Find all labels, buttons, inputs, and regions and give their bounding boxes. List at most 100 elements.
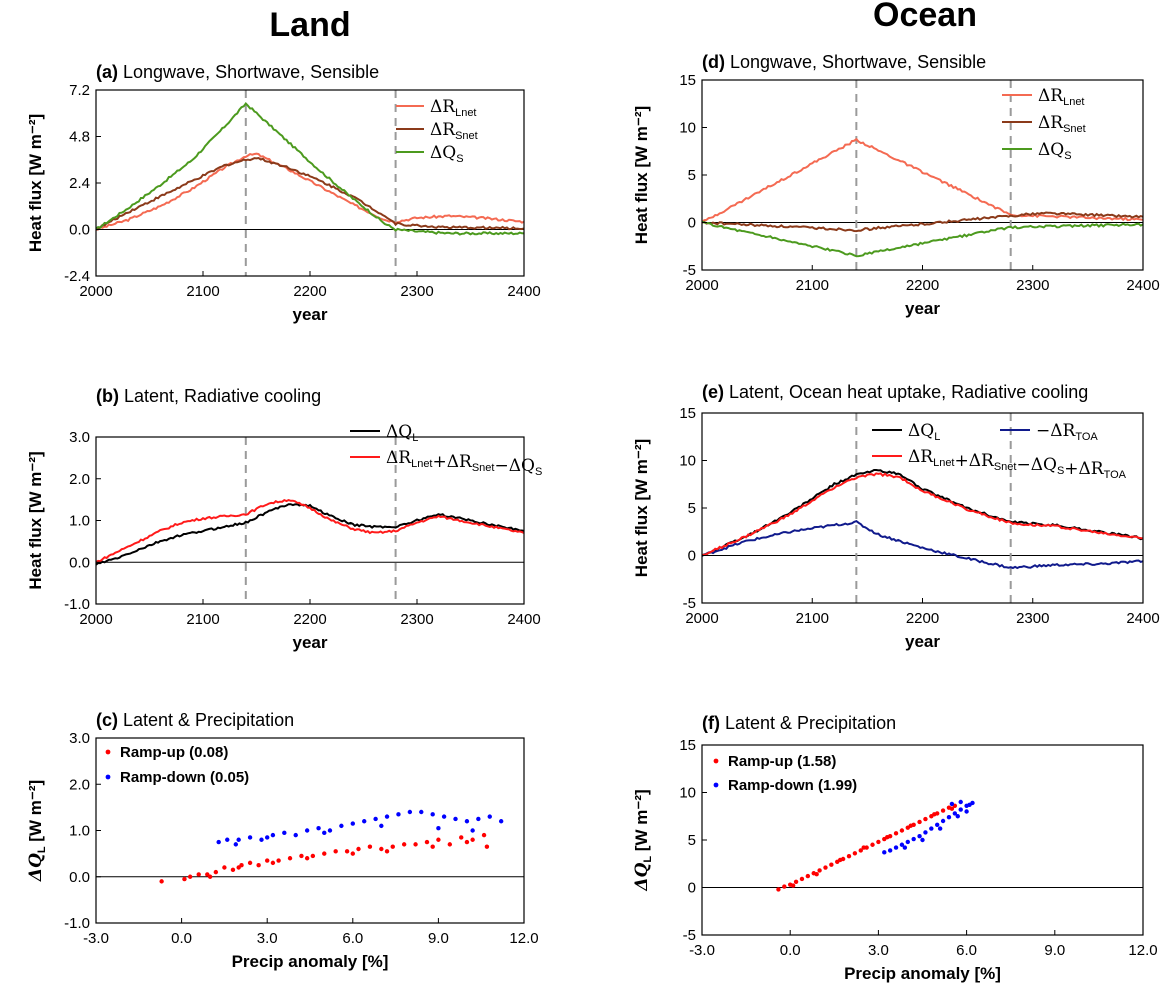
y-tick-label: 10: [679, 785, 696, 802]
panel-d: (d) Longwave, Shortwave, Sensible 2000 210…: [632, 52, 1160, 318]
series-line-b-1: [95, 498, 525, 563]
scatter-point-c-0-10: [256, 862, 261, 868]
x-tick-label: 2100: [186, 283, 219, 300]
y-tick-label: 2.0: [69, 776, 90, 793]
scatter-point-f-0-24: [917, 819, 922, 825]
scatter-point-c-0-23: [401, 842, 407, 847]
scatter-point-c-1-1: [225, 837, 230, 842]
scatter-point-f-1-2: [893, 845, 899, 850]
scatter-point-f-0-14: [858, 848, 863, 853]
scatter-point-f-1-19: [920, 837, 925, 843]
scatter-point-f-0-0: [776, 887, 781, 892]
series-line-d-1: [701, 211, 1144, 233]
scatter-point-f-1-0: [882, 850, 887, 855]
scatter-point-f-0-8: [823, 865, 828, 870]
series-line-e-2: [701, 472, 1144, 557]
y-tick-label: 0.0: [69, 869, 90, 886]
scatter-point-f-0-7: [817, 868, 822, 873]
scatter-point-c-1-21: [453, 816, 458, 822]
panel-title-f: (f) Latent & Precipitation: [702, 713, 896, 733]
x-tick-label: 2200: [293, 283, 326, 300]
x-tick-label: 2200: [906, 610, 939, 627]
panel-f: (f) Latent & Precipitation -3.0 0.0 3.0 6.0 9…: [632, 713, 1158, 983]
y-tick-label: 0: [688, 548, 696, 565]
scatter-point-f-1-18: [967, 802, 972, 808]
y-tick-label: 1.0: [69, 513, 90, 530]
y-tick-label: 3.0: [69, 429, 90, 446]
x-tick-label: 3.0: [257, 930, 278, 947]
scatter-point-c-0-14: [299, 853, 304, 859]
plot-frame: [701, 79, 1144, 271]
series-line-a-0: [95, 152, 525, 231]
scatter-point-f-1-12: [952, 811, 958, 816]
scatter-point-c-1-27: [265, 835, 270, 840]
scatter-point-c-1-24: [487, 814, 492, 819]
scatter-point-c-1-22: [464, 819, 470, 824]
x-tick-label: 2400: [1126, 610, 1159, 627]
scatter-point-c-0-15: [310, 853, 316, 859]
scatter-point-f-0-38: [949, 806, 955, 811]
legend-label: ΔQL: [908, 421, 940, 443]
scatter-point-c-1-28: [322, 830, 327, 836]
y-tick-label: 2.0: [69, 471, 90, 488]
x-tick-label: 2200: [293, 611, 326, 628]
scatter-point-c-1-10: [327, 828, 333, 833]
x-tick-label: 2300: [400, 283, 433, 300]
y-tick-label: 15: [679, 405, 696, 422]
y-tick-label: -1.0: [64, 915, 90, 932]
scatter-point-c-1-30: [436, 825, 441, 831]
scatter-point-f-1-3: [899, 842, 905, 847]
scatter-point-f-1-22: [955, 814, 960, 819]
scatter-point-c-0-34: [304, 856, 310, 861]
scatter-point-f-0-4: [799, 876, 805, 882]
scatter-point-c-0-7: [230, 867, 236, 873]
legend-label: Ramp-down (0.05): [120, 769, 249, 786]
scatter-point-c-0-29: [470, 837, 475, 842]
scatter-point-c-1-0: [216, 839, 221, 845]
panel-title-c: (c) Latent & Precipitation: [96, 710, 294, 730]
scatter-point-c-0-6: [222, 865, 227, 870]
scatter-point-c-0-1: [182, 876, 187, 882]
x-tick-label: 2100: [186, 611, 219, 628]
scatter-point-c-0-33: [270, 860, 276, 866]
scatter-point-c-1-12: [350, 821, 355, 826]
x-tick-label: 12.0: [509, 930, 538, 947]
legend-marker-0: [105, 749, 111, 755]
scatter-point-c-1-11: [339, 823, 344, 829]
x-axis-label: year: [293, 305, 328, 324]
legend-label: ΔRSnet: [430, 120, 478, 142]
legend-label: ΔQS: [430, 143, 464, 165]
scatter-point-f-0-20: [893, 831, 899, 836]
x-tick-label: 3.0: [868, 942, 889, 959]
series-line-d-2: [701, 220, 1144, 258]
x-tick-label: 2400: [507, 283, 540, 300]
scatter-point-c-0-22: [390, 844, 395, 849]
scatter-point-c-0-36: [384, 849, 390, 854]
y-axis-label: ΔQL [W m⁻²]: [632, 789, 654, 891]
panel-title-b: (b) Latent, Radiative cooling: [96, 386, 321, 406]
y-tick-label: 15: [679, 737, 696, 754]
scatter-point-c-1-31: [470, 828, 475, 833]
y-tick-label: 7.2: [69, 82, 90, 99]
scatter-point-c-0-0: [159, 879, 164, 884]
x-tick-label: 12.0: [1128, 942, 1157, 959]
y-tick-label: 10: [679, 453, 696, 470]
series-line-e-0: [701, 469, 1144, 557]
scatter-point-f-0-36: [908, 823, 913, 828]
scatter-point-c-1-26: [233, 842, 239, 847]
column-title-ocean: Ocean: [873, 0, 977, 34]
panel-e: (e) Latent, Ocean heat uptake, Radiative…: [632, 382, 1160, 651]
legend-label: ΔQL: [386, 422, 418, 444]
scatter-point-f-0-16: [870, 842, 875, 847]
scatter-point-f-0-17: [876, 839, 881, 845]
y-tick-label: -5: [683, 262, 696, 279]
x-tick-label: 2000: [79, 611, 112, 628]
legend-label: −ΔRTOA: [1036, 421, 1098, 443]
scatter-point-c-0-19: [356, 846, 361, 852]
scatter-point-f-1-8: [929, 826, 934, 831]
x-tick-label: 2300: [1016, 277, 1049, 294]
y-axis-label: Heat flux [W m⁻²]: [632, 106, 651, 244]
legend-label: Ramp-up (1.58): [728, 753, 836, 770]
scatter-point-c-0-25: [424, 839, 430, 845]
